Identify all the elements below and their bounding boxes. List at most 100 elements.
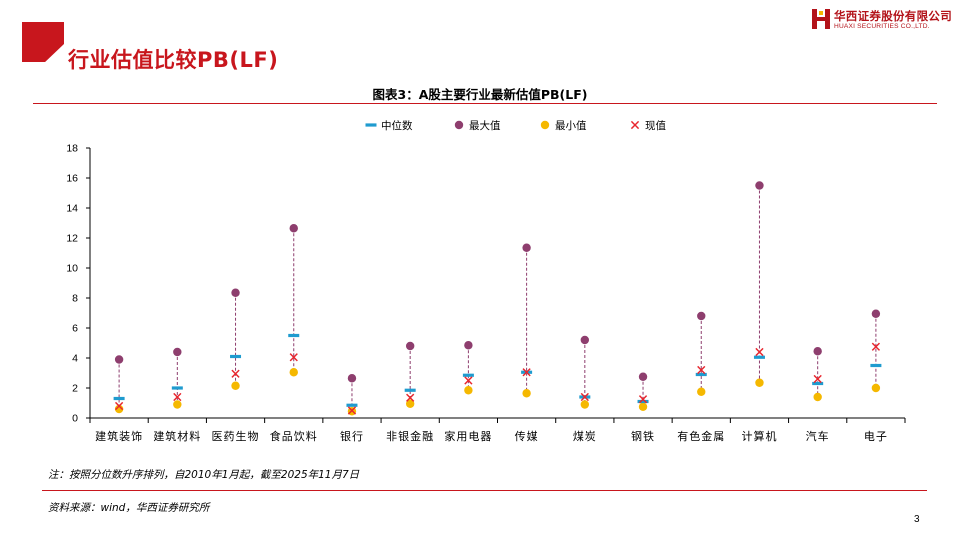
current-point xyxy=(522,368,531,377)
median-mark xyxy=(288,333,300,338)
x-tick-label: 建筑装饰 xyxy=(95,429,143,443)
median-mark xyxy=(113,396,125,401)
pb-range-chart: 0 2 4 6 8 10 12 14 16 18 建筑装饰 建筑材料 医药生物 食品饮料 银行 非银金融 家用电… xyxy=(66,119,906,443)
min-point xyxy=(638,402,648,411)
current-point xyxy=(347,406,357,415)
current-point xyxy=(114,401,124,411)
current-cross-stroke xyxy=(464,376,473,385)
max-point xyxy=(580,335,590,345)
legend-label: 现值 xyxy=(645,119,666,132)
current-point xyxy=(871,342,881,351)
legend-label: 最小值 xyxy=(555,119,587,132)
min-point xyxy=(114,404,124,414)
chart-note: 注：按照分位数升序排列，自2010年1月起，截至2025年11月7日 xyxy=(48,469,360,481)
min-point xyxy=(580,400,590,409)
max-point xyxy=(813,347,822,356)
y-tick-label: 12 xyxy=(66,233,78,245)
x-tick-label: 钢铁 xyxy=(631,430,655,443)
min-point xyxy=(173,400,182,409)
page-title: 行业估值比较PB(LF) xyxy=(68,48,279,72)
x-tick-label: 食品饮料 xyxy=(270,429,318,443)
current-cross-stroke xyxy=(638,395,648,404)
max-point xyxy=(755,181,764,190)
page-number: 3 xyxy=(914,514,920,525)
min-point xyxy=(540,120,550,130)
y-tick-label: 6 xyxy=(72,323,78,335)
x-tick-label: 计算机 xyxy=(741,429,777,443)
y-tick-label: 0 xyxy=(72,413,78,425)
current-cross-stroke xyxy=(871,342,881,351)
current-cross-stroke xyxy=(347,406,357,415)
current-point xyxy=(697,365,706,375)
min-point xyxy=(755,378,764,387)
y-tick-label: 10 xyxy=(66,263,78,275)
max-point xyxy=(697,311,706,321)
current-point xyxy=(630,120,640,130)
current-cross-stroke xyxy=(173,392,182,402)
min-point xyxy=(464,386,473,395)
min-point xyxy=(231,381,240,390)
min-point xyxy=(871,383,881,393)
title-accent-block xyxy=(22,22,64,62)
y-tick-label: 4 xyxy=(72,353,78,365)
x-tick-label: 银行 xyxy=(340,429,364,443)
max-point xyxy=(638,372,648,381)
max-point xyxy=(173,347,182,357)
current-cross-stroke xyxy=(630,120,640,130)
min-point xyxy=(813,392,822,402)
legend-label: 中位数 xyxy=(381,119,413,132)
max-point xyxy=(871,309,881,318)
median-mark xyxy=(812,381,824,386)
current-point xyxy=(231,369,240,378)
median-mark xyxy=(637,399,649,404)
y-tick-label: 8 xyxy=(72,293,78,305)
x-tick-label: 家用电器 xyxy=(444,429,492,443)
min-point xyxy=(289,368,298,377)
median-mark xyxy=(753,355,765,359)
current-point xyxy=(638,395,648,404)
current-point xyxy=(813,374,822,384)
max-point xyxy=(405,341,415,351)
y-tick-label: 2 xyxy=(72,383,78,395)
x-tick-label: 建筑材料 xyxy=(153,429,201,443)
current-point xyxy=(289,353,298,362)
top-divider xyxy=(33,103,937,104)
y-tick-label: 18 xyxy=(66,143,78,155)
current-cross-stroke xyxy=(580,392,589,402)
median-mark xyxy=(462,373,474,377)
y-tick-label: 16 xyxy=(66,173,78,185)
current-point xyxy=(173,392,182,402)
legend-label: 最大值 xyxy=(469,119,501,132)
chart-source: 资料来源：wind，华西证券研究所 xyxy=(48,502,210,514)
x-tick-label: 医药生物 xyxy=(212,429,260,443)
median-mark xyxy=(230,354,242,359)
huaxi-logo-icon xyxy=(812,9,830,29)
median-mark xyxy=(404,388,416,392)
current-point xyxy=(464,376,473,385)
logo-en-text: HUAXI SECURITIES CO.,LTD. xyxy=(834,23,930,30)
max-point xyxy=(114,355,124,364)
current-cross-stroke xyxy=(522,368,531,377)
max-point xyxy=(464,341,473,350)
chart-title: 图表3：A股主要行业最新估值PB(LF) xyxy=(372,87,588,102)
median-mark xyxy=(365,123,377,127)
median-mark xyxy=(695,372,707,377)
x-tick-label: 传媒 xyxy=(515,430,539,443)
y-tick-label: 14 xyxy=(66,203,78,215)
current-point xyxy=(580,392,589,402)
current-cross-stroke xyxy=(406,393,415,402)
min-point xyxy=(522,389,531,398)
max-point xyxy=(454,120,464,130)
current-point xyxy=(406,393,415,402)
max-point xyxy=(347,374,357,383)
x-tick-label: 非银金融 xyxy=(386,429,434,443)
max-point xyxy=(231,288,240,297)
median-mark xyxy=(870,363,882,368)
bottom-divider xyxy=(42,490,927,491)
logo-cn-text: 华西证券股份有限公司 xyxy=(834,9,952,23)
min-point xyxy=(405,399,415,408)
current-cross-stroke xyxy=(114,401,124,411)
current-cross-stroke xyxy=(813,374,822,384)
current-point xyxy=(755,347,764,357)
x-tick-label: 电子 xyxy=(864,430,888,443)
